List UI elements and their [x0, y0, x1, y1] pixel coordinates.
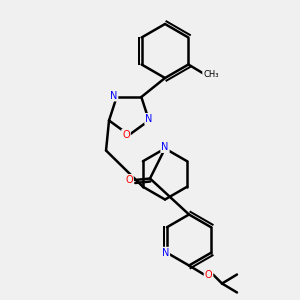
Text: O: O — [205, 269, 212, 280]
Text: N: N — [161, 142, 169, 152]
Text: CH₃: CH₃ — [203, 70, 219, 80]
Text: O: O — [125, 175, 133, 185]
Text: N: N — [110, 91, 117, 100]
Text: O: O — [122, 130, 130, 140]
Text: N: N — [145, 114, 153, 124]
Text: N: N — [162, 248, 169, 258]
